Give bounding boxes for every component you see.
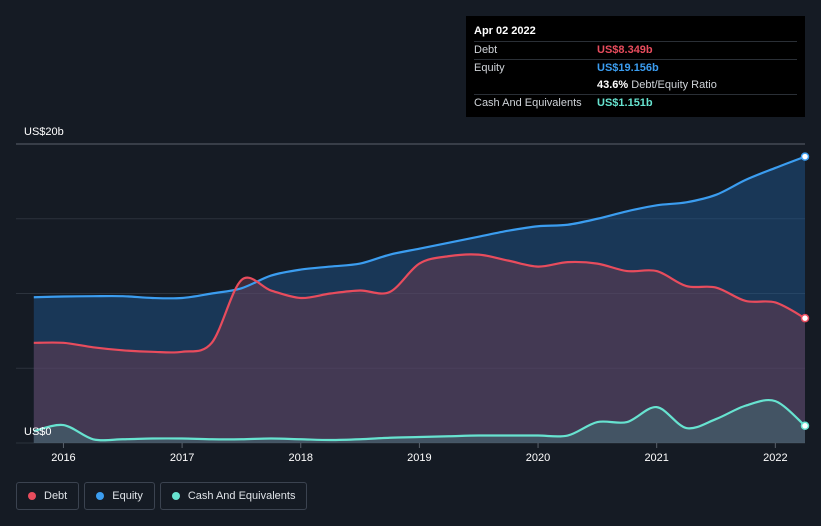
tooltip-label: Debt [474, 44, 498, 56]
tooltip-value-ratio: 43.6% [597, 79, 629, 91]
x-tick-label: 2017 [170, 452, 194, 464]
legend-label: Debt [44, 490, 68, 502]
legend-item-debt[interactable]: Debt [16, 482, 80, 510]
data-tooltip: Apr 02 2022 Debt US$8.349b Equity US$19.… [466, 16, 805, 117]
x-tick-label: 2020 [526, 452, 550, 464]
x-axis-ticks: 2016 2017 2018 2019 2020 2021 2022 [51, 443, 788, 464]
series-lines [33, 155, 806, 442]
cash-and-equivalents-area [33, 400, 805, 443]
legend-label: Cash And Equivalents [187, 490, 296, 502]
series-endpoints [800, 152, 810, 431]
legend-item-cash[interactable]: Cash And Equivalents [159, 482, 308, 510]
cash-and-equivalents-line [33, 398, 806, 442]
debt-line [33, 253, 806, 354]
x-tick-label: 2019 [407, 452, 431, 464]
equity-area [33, 156, 805, 443]
tooltip-label [474, 77, 597, 94]
tooltip-value-debt: US$8.349b [597, 44, 653, 56]
x-tick-label: 2022 [763, 452, 787, 464]
cash-dot-icon [171, 492, 180, 500]
equity-endpoint [800, 152, 810, 161]
tooltip-date: Apr 02 2022 [474, 25, 536, 37]
debt-endpoint [800, 313, 810, 323]
tooltip-value-equity: US$19.156b [597, 62, 659, 74]
tooltip-row-equity: Equity US$19.156b [474, 59, 797, 77]
tooltip-value-cash: US$1.151b [597, 97, 653, 109]
tooltip-label: Cash And Equivalents [474, 97, 582, 109]
x-tick-label: 2018 [289, 452, 313, 464]
tooltip-label: Equity [474, 62, 505, 74]
tooltip-row-cash: Cash And Equivalents US$1.151b [474, 94, 797, 112]
legend-item-equity[interactable]: Equity [84, 482, 155, 510]
x-tick-label: 2021 [644, 452, 668, 464]
y-axis-bottom-label: US$0 [24, 426, 52, 438]
gridlines [16, 143, 805, 444]
legend-label: Equity [112, 490, 143, 502]
y-axis-top-label: US$20b [24, 126, 64, 138]
tooltip-row-ratio: 43.6% Debt/Equity Ratio [474, 77, 797, 94]
debt-dot-icon [28, 492, 36, 500]
cash-and-equivalents-endpoint [800, 421, 810, 431]
equity-line [33, 155, 806, 300]
chart-legend: Debt Equity Cash And Equivalents [16, 482, 308, 510]
series-areas [33, 156, 805, 443]
tooltip-ratio-caption: Debt/Equity Ratio [631, 79, 717, 91]
tooltip-row-debt: Debt US$8.349b [474, 41, 797, 59]
x-tick-label: 2016 [51, 452, 75, 464]
equity-dot-icon [96, 492, 105, 500]
debt-area [33, 254, 805, 443]
